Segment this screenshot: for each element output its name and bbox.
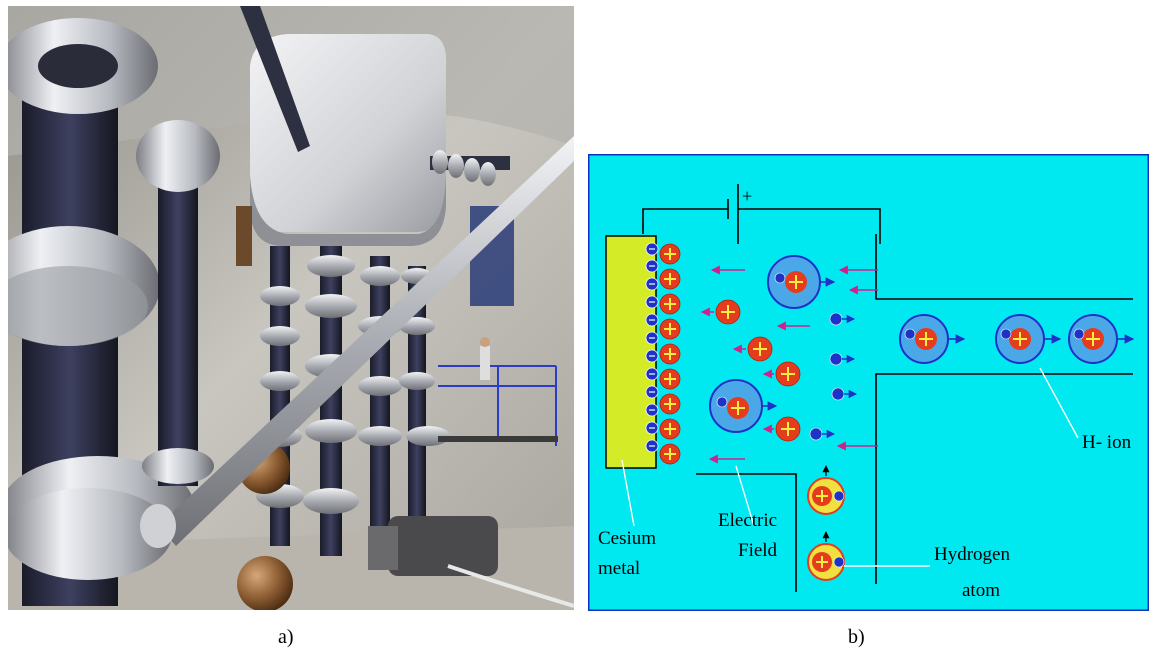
h-ion-label: H- ion [1082,432,1132,453]
circuit-wires [642,184,1133,592]
h-ion-source-diagram: + [588,154,1149,611]
cesium-label-2: metal [598,558,640,579]
hydrogen-atoms [807,465,845,581]
h-ion-arrows [762,277,1135,411]
cesium-electrons [645,242,659,453]
caption-b: b) [848,626,865,648]
free-electrons [809,312,858,441]
cesium-label-1: Cesium [598,528,656,549]
electric-field-arrows [708,265,878,464]
caption-a: a) [278,626,294,648]
cesium-ion-arrows [700,307,774,434]
h-ion-particles [709,255,1118,433]
battery-plus-label: + [742,186,752,206]
photo-high-voltage-hall [8,6,574,610]
field-label-1: Electric [718,510,777,531]
diagram-labels: Cesium metal Electric Field Hydrogen ato… [598,432,1132,601]
diagram-background [588,154,1149,611]
free-cesium-ions [715,299,801,442]
cesium-ions-column [659,243,681,465]
label-leaders [621,367,1079,567]
hydrogen-label-1: Hydrogen [934,544,1010,565]
field-label-2: Field [738,540,778,561]
hydrogen-label-2: atom [962,580,1000,601]
